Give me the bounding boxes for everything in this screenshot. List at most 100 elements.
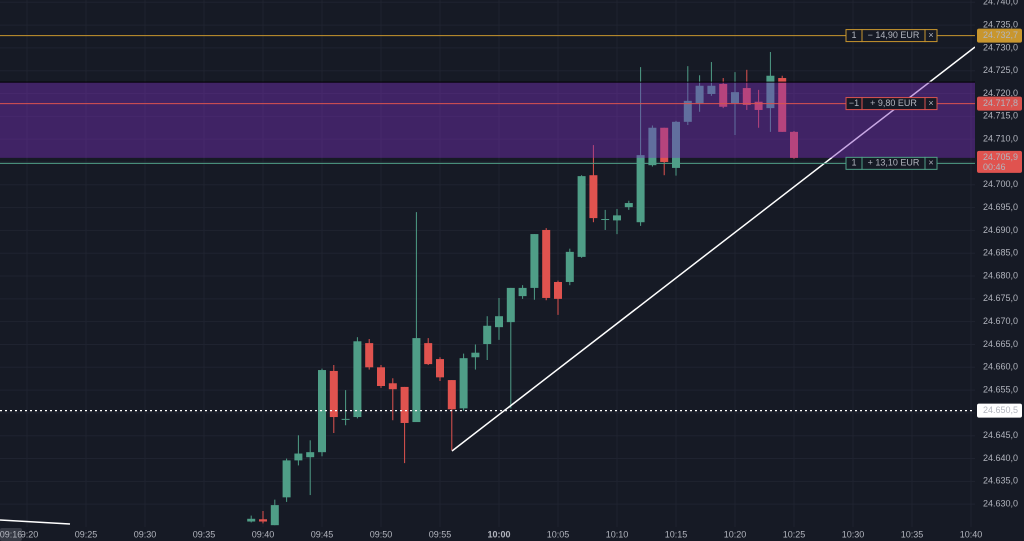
order-close[interactable]: × <box>928 98 933 108</box>
y-tick-label: 24.695,0 <box>983 202 1018 212</box>
price-label: 24.717,8 <box>983 98 1018 108</box>
candle-body <box>506 287 515 323</box>
candle-body <box>365 343 374 368</box>
price-axis <box>975 0 1024 541</box>
x-tick-label: 10:15 <box>665 529 688 539</box>
order-close-box[interactable] <box>924 97 938 111</box>
candle-body <box>436 359 444 378</box>
x-tick-label: 09:30 <box>134 529 157 539</box>
price-label-box <box>977 28 1022 43</box>
candle-body <box>471 352 480 358</box>
crosshair-time-box <box>0 528 22 541</box>
y-tick-label: 24.635,0 <box>983 476 1018 486</box>
y-tick-label: 24.660,0 <box>983 362 1018 372</box>
overlays: 1 − 14,90 EUR × −1 + 9,80 EUR × 1 + 13,10 EUR × <box>0 29 975 412</box>
candle-body <box>518 287 527 297</box>
y-tick-label: 24.670,0 <box>983 316 1018 326</box>
order-close-box[interactable] <box>924 156 938 170</box>
candle-body <box>731 92 739 104</box>
order-pnl[interactable]: + 13,10 EUR <box>868 158 920 168</box>
order-pnl[interactable]: − 14,90 EUR <box>868 30 920 40</box>
plot <box>0 0 975 527</box>
x-tick-label: 10:35 <box>901 529 924 539</box>
candle-body <box>778 78 787 132</box>
time-axis <box>0 527 975 541</box>
candle-body <box>742 88 751 105</box>
candle-body <box>247 518 256 522</box>
candle-body <box>424 343 433 365</box>
y-tick-label: 24.630,0 <box>983 499 1018 509</box>
y-tick-label: 24.720,0 <box>983 88 1018 98</box>
order-qty[interactable]: 1 <box>851 30 856 40</box>
candle-body <box>412 338 421 423</box>
candle-body <box>495 316 503 328</box>
y-tick-label: 24.655,0 <box>983 384 1018 394</box>
candle-body <box>648 127 657 166</box>
x-tick-label: 10:25 <box>783 529 806 539</box>
order-close[interactable]: × <box>928 30 933 40</box>
candle-body <box>483 325 492 345</box>
y-tick-label: 24.725,0 <box>983 65 1018 75</box>
candle-body <box>282 460 291 498</box>
order-close[interactable]: × <box>928 158 933 168</box>
y-tick-label: 24.675,0 <box>983 293 1018 303</box>
candle-body <box>459 358 468 409</box>
candle-body <box>683 100 692 122</box>
crosshair-time: 09:16 <box>0 529 22 539</box>
trend-line[interactable] <box>451 46 976 452</box>
y-tick-label: 24.645,0 <box>983 430 1018 440</box>
order-qty[interactable]: 1 <box>851 158 856 168</box>
trend-line[interactable] <box>0 519 71 525</box>
x-tick-label: 10:20 <box>724 529 747 539</box>
countdown: 00:46 <box>983 162 1006 172</box>
range-zone[interactable] <box>0 82 975 158</box>
y-tick-label: 24.730,0 <box>983 42 1018 52</box>
x-tick-label: 09:35 <box>193 529 216 539</box>
candle-body <box>400 386 409 423</box>
candle-body <box>388 383 397 390</box>
candle-body <box>695 85 704 104</box>
last-price-label: 24.705,9 <box>983 152 1018 162</box>
y-tick-label: 24.665,0 <box>983 339 1018 349</box>
candle-body <box>577 176 586 257</box>
price-label: 24.732,7 <box>983 30 1018 40</box>
candle-body <box>447 380 456 410</box>
order-qty[interactable]: −1 <box>849 98 859 108</box>
candle-body <box>790 131 798 158</box>
candle-body <box>270 505 279 526</box>
y-tick-label: 24.680,0 <box>983 270 1018 280</box>
order-pnl[interactable]: + 9,80 EUR <box>870 98 917 108</box>
candle-body <box>353 341 362 418</box>
y-tick-label: 24.740,0 <box>983 0 1018 7</box>
candle-body <box>589 175 598 219</box>
candle-body <box>672 121 680 168</box>
y-tick-label: 24.690,0 <box>983 225 1018 235</box>
candle-body <box>259 519 267 522</box>
candle-body <box>530 234 539 288</box>
x-tick-label: 09:55 <box>429 529 452 539</box>
price-label: 24.650,5 <box>983 405 1018 415</box>
candle-body <box>329 370 338 418</box>
x-tick-label: 09:50 <box>370 529 393 539</box>
last-price-box <box>977 150 1022 173</box>
x-tick-label: 10:40 <box>960 529 983 539</box>
candle-body <box>660 127 669 162</box>
x-tick-label: 09:25 <box>75 529 98 539</box>
y-tick-label: 24.700,0 <box>983 179 1018 189</box>
candle-body <box>542 229 551 298</box>
y-tick-label: 24.640,0 <box>983 453 1018 463</box>
candle-body <box>601 219 610 221</box>
x-tick-label: 09:40 <box>252 529 275 539</box>
candle-body <box>565 251 574 282</box>
y-tick-label: 24.685,0 <box>983 248 1018 258</box>
x-tick-label: 09:45 <box>311 529 334 539</box>
y-tick-label: 24.715,0 <box>983 111 1018 121</box>
candle-body <box>377 367 385 387</box>
order-close-box[interactable] <box>924 29 938 43</box>
candle-body <box>341 418 350 420</box>
candle-body <box>554 281 562 299</box>
